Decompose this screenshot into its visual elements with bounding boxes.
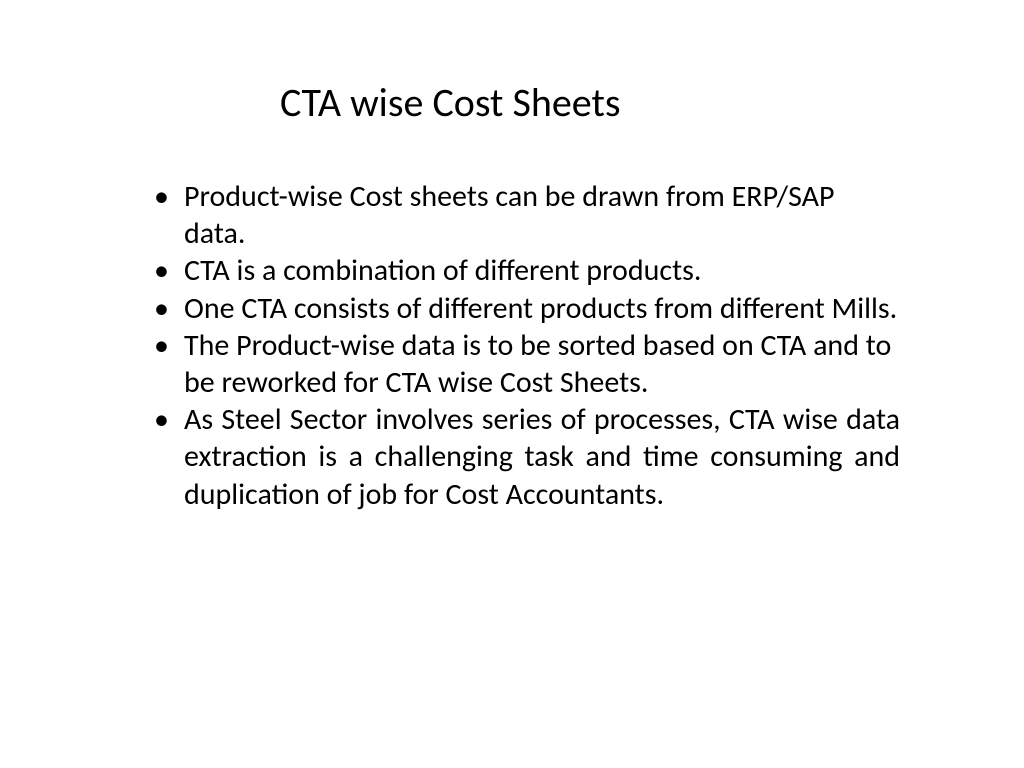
list-item: The Product-wise data is to be sorted ba… [140, 327, 900, 401]
slide-body: Product-wise Cost sheets can be drawn fr… [140, 178, 900, 513]
list-item: As Steel Sector involves series of proce… [140, 401, 900, 513]
list-item: CTA is a combination of different produc… [140, 252, 900, 289]
slide-title: CTA wise Cost Sheets [280, 78, 621, 127]
bullet-list: Product-wise Cost sheets can be drawn fr… [140, 178, 900, 513]
list-item: One CTA consists of different products f… [140, 290, 900, 327]
list-item: Product-wise Cost sheets can be drawn fr… [140, 178, 900, 252]
slide: CTA wise Cost Sheets Product-wise Cost s… [0, 0, 1024, 768]
